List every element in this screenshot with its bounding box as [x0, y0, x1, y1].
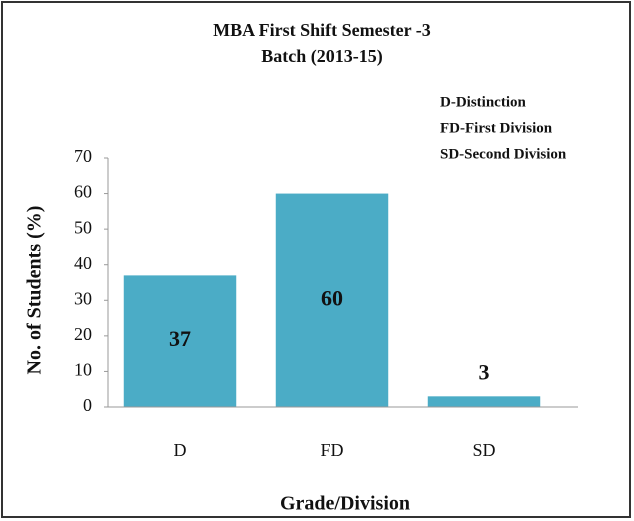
- chart-subtitle: Batch (2013-15): [261, 46, 382, 67]
- data-label: 3: [479, 359, 490, 384]
- data-label: 37: [169, 326, 191, 351]
- y-tick-label: 30: [74, 288, 92, 308]
- y-tick-label: 50: [74, 217, 92, 237]
- annotation: D-Distinction: [440, 94, 526, 110]
- x-tick-label: SD: [472, 440, 495, 460]
- annotation: FD-First Division: [440, 120, 553, 136]
- y-axis-label: No. of Students (%): [24, 206, 46, 375]
- y-tick-label: 40: [74, 253, 92, 273]
- x-tick-label: FD: [320, 440, 343, 460]
- x-tick-label: D: [174, 440, 187, 460]
- x-axis-label: Grade/Division: [280, 493, 410, 515]
- y-tick-label: 20: [74, 324, 92, 344]
- y-tick-label: 70: [74, 146, 92, 166]
- bar: [275, 193, 389, 407]
- bar: [427, 396, 541, 407]
- y-tick-label: 0: [83, 395, 92, 415]
- y-tick-label: 10: [74, 360, 92, 380]
- data-label: 60: [321, 285, 343, 310]
- annotation: SD-Second Division: [440, 146, 567, 162]
- chart-title: MBA First Shift Semester -3: [213, 20, 431, 40]
- y-tick-label: 60: [74, 182, 92, 202]
- bar: [123, 275, 237, 407]
